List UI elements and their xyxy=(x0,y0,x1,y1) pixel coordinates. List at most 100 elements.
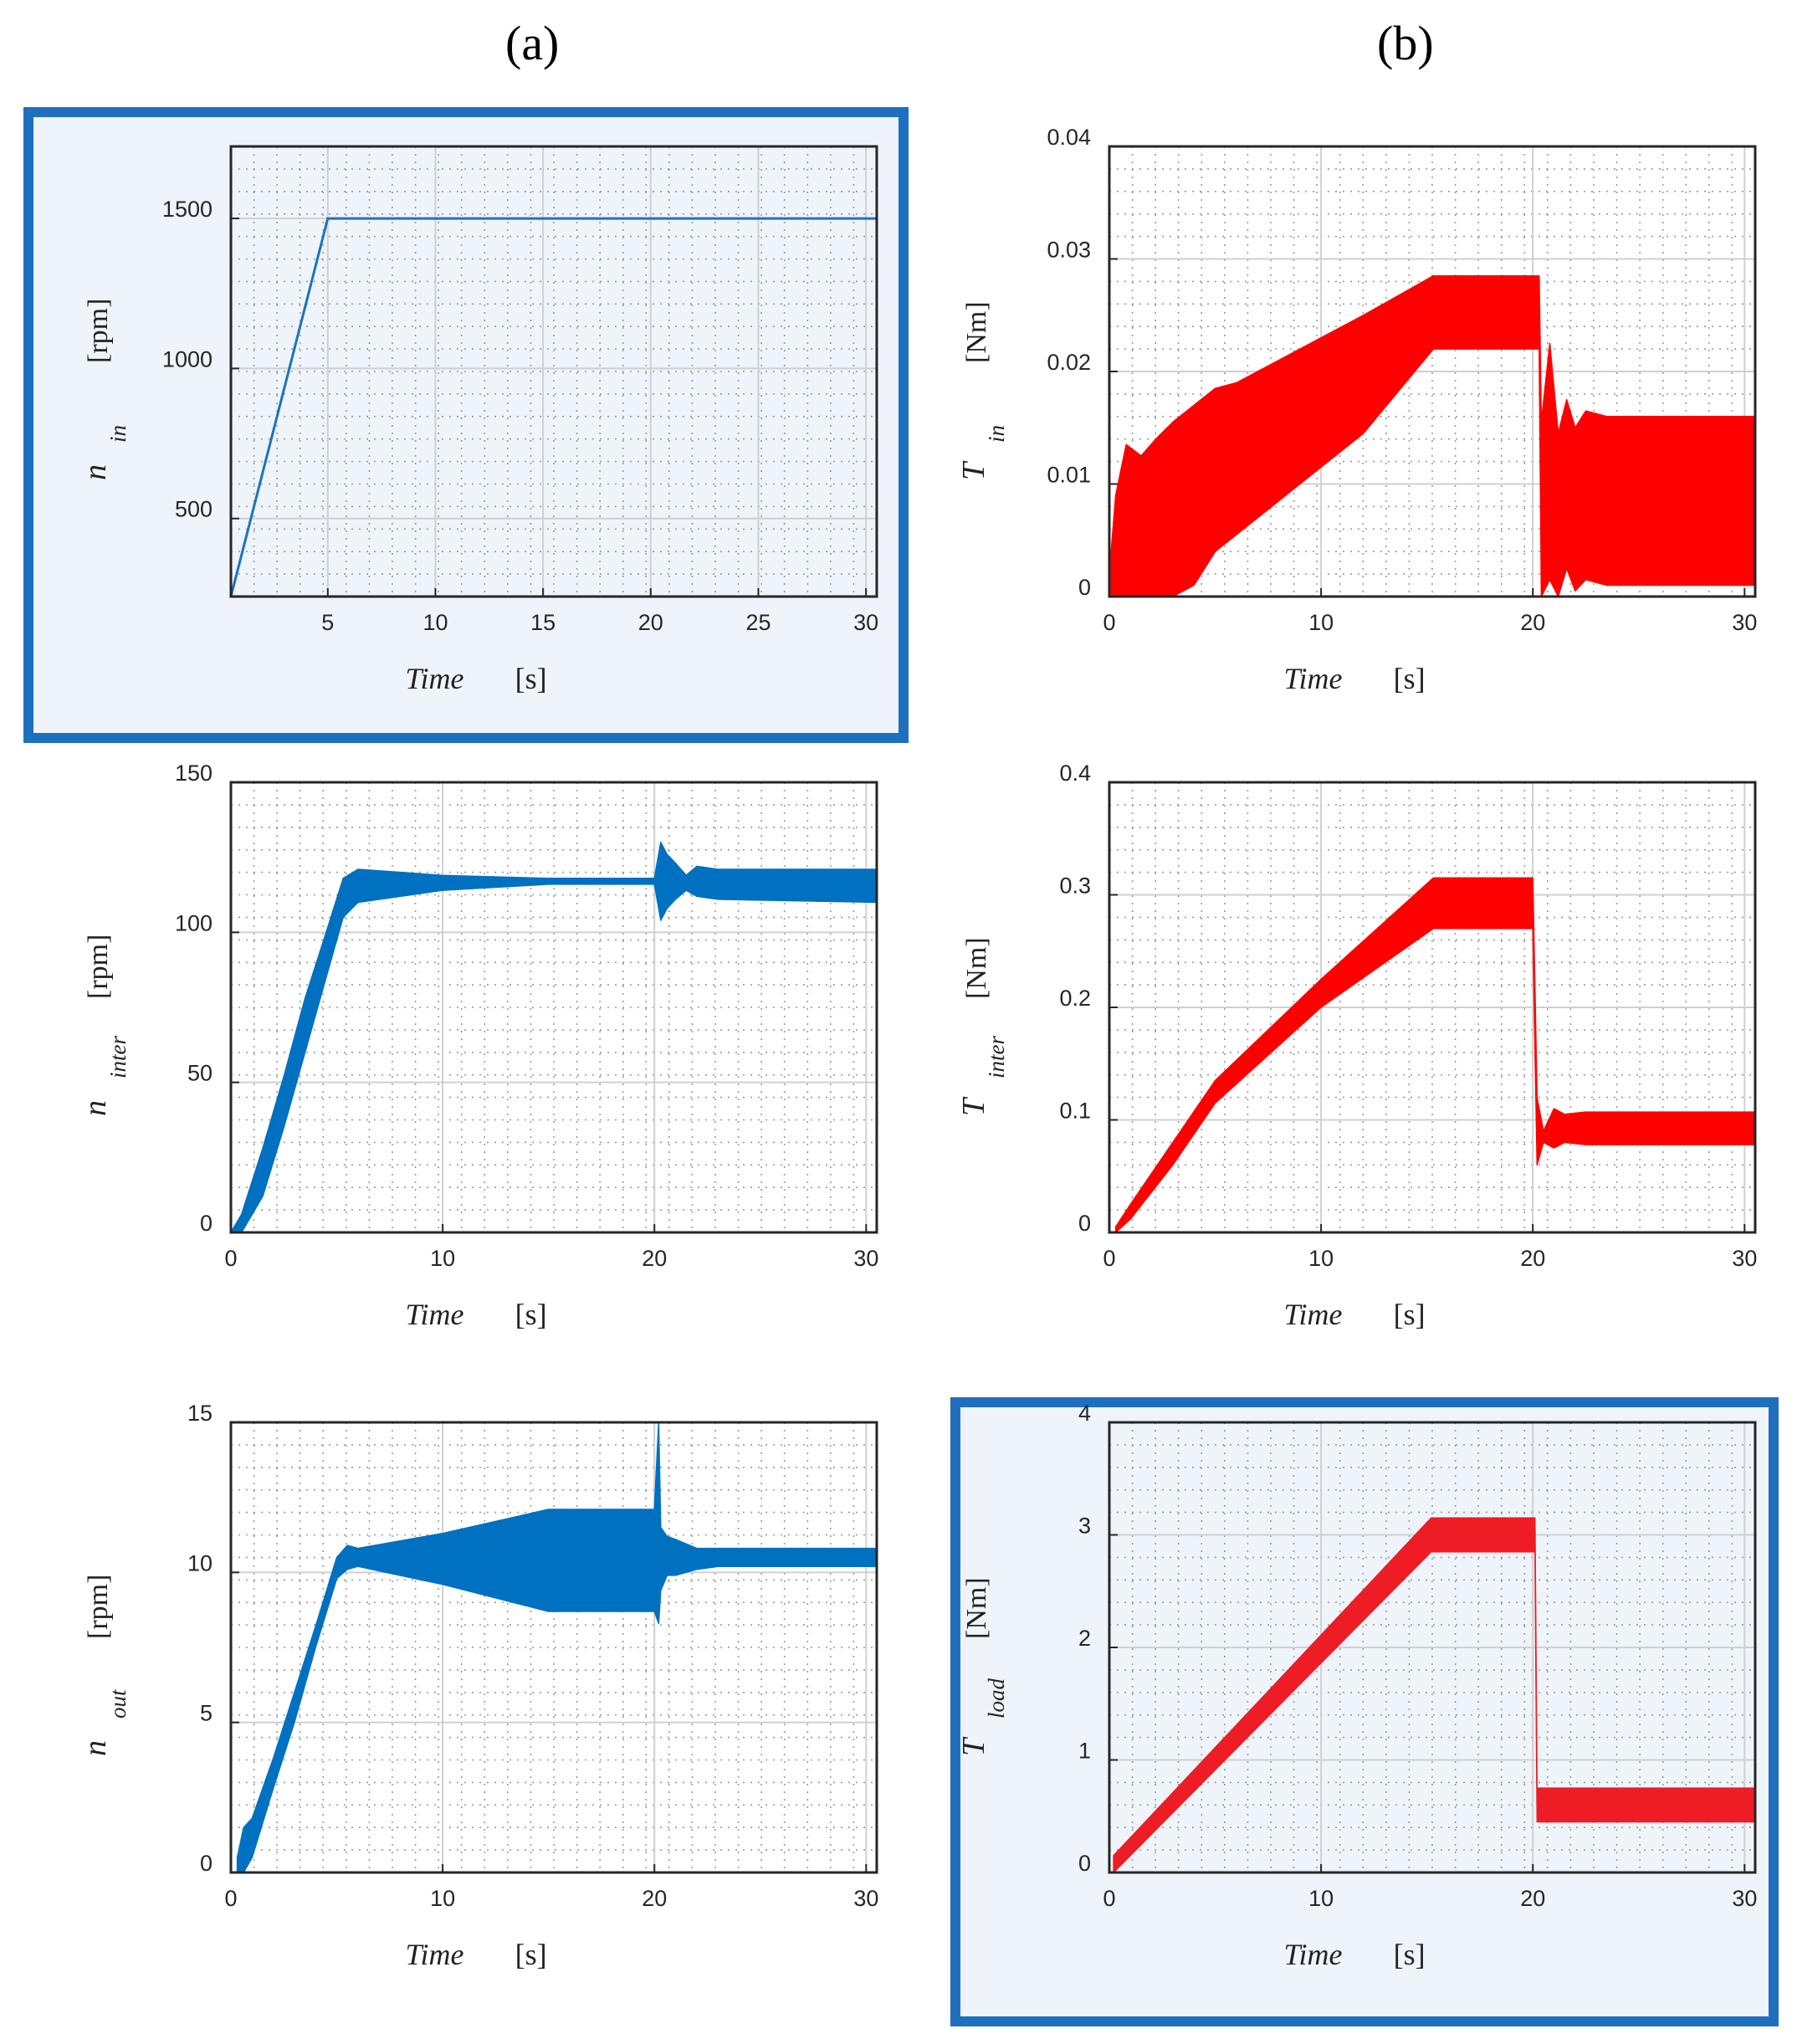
x-tick-label: 20 xyxy=(1520,610,1545,635)
x-tick-label: 10 xyxy=(1308,1246,1334,1271)
x-tick-label: 0 xyxy=(224,1246,237,1271)
plot-frame xyxy=(229,781,878,1234)
y-axis-unit: [rpm] xyxy=(83,935,114,999)
x-tick-label: 0 xyxy=(1103,1246,1115,1271)
x-tick-label: 0 xyxy=(1103,1886,1115,1911)
chart-svg: 5 10 15 20 25 30 500 1000 1500 Time [s] n in [rpm] xyxy=(78,145,878,695)
y-tick-label: 0 xyxy=(200,1211,212,1236)
x-tick-label: 30 xyxy=(853,610,878,635)
x-tick-label: 30 xyxy=(853,1246,878,1271)
y-tick-label: 150 xyxy=(175,761,212,786)
x-tick-label: 0 xyxy=(1103,610,1115,635)
y-tick-label: 1500 xyxy=(162,197,212,222)
x-tick-label: 15 xyxy=(530,610,555,635)
y-tick-label: 0 xyxy=(200,1851,212,1876)
x-tick-label: 25 xyxy=(745,610,771,635)
y-tick-label: 0.4 xyxy=(1059,761,1091,786)
x-axis-label: Time xyxy=(1283,662,1342,695)
y-tick-label: 0.2 xyxy=(1059,986,1091,1011)
y-axis-unit: [rpm] xyxy=(83,1575,114,1639)
y-tick-label: 0 xyxy=(1078,575,1091,600)
x-tick-label: 20 xyxy=(1520,1886,1545,1911)
y-axis-subscript: inter xyxy=(984,1036,1009,1078)
x-axis-label: Time xyxy=(405,1938,463,1971)
x-tick-label: 10 xyxy=(1308,610,1334,635)
chart-svg: 0 10 20 30 0 0.01 0.02 0.03 0.04 Time [s] Tin [Nm] xyxy=(956,125,1757,695)
y-tick-label: 0 xyxy=(1078,1851,1091,1876)
x-axis-label: Time xyxy=(405,1298,463,1331)
x-tick-label: 20 xyxy=(1520,1246,1545,1271)
chart-n-inter: 0 10 20 30 0 50 100 150 Time [s] n inter [rpm] xyxy=(33,753,887,1372)
x-axis-unit: [s] xyxy=(1394,1298,1426,1331)
y-tick-label: 0.03 xyxy=(1047,238,1091,263)
x-axis-unit: [s] xyxy=(515,1938,547,1971)
plot-frame xyxy=(229,1421,878,1874)
y-tick-label: 3 xyxy=(1078,1514,1091,1539)
y-tick-label: 50 xyxy=(187,1061,212,1086)
x-axis-label: Time xyxy=(1283,1938,1342,1971)
plot-area xyxy=(231,782,877,1232)
y-axis-unit: [Nm] xyxy=(961,937,992,999)
series-line xyxy=(229,217,877,597)
plot-area xyxy=(231,146,877,597)
y-axis-subscript: out xyxy=(105,1688,131,1719)
x-tick-label: 10 xyxy=(1308,1886,1334,1911)
y-axis-subscript: in xyxy=(984,425,1009,443)
y-axis-unit: [Nm] xyxy=(961,1577,992,1639)
chart-n-out: 0 10 20 30 0 5 10 15 Time [s] n out [rpm] xyxy=(33,1393,887,2012)
x-tick-label: 30 xyxy=(1732,1886,1757,1911)
chart-n-in: 5 10 15 20 25 30 500 1000 1500 Time [s] n in [rpm] xyxy=(33,117,887,736)
x-tick-label: 5 xyxy=(321,610,334,635)
y-tick-label: 10 xyxy=(187,1550,212,1575)
x-tick-label: 30 xyxy=(1732,1246,1757,1271)
y-axis-unit: [rpm] xyxy=(83,299,114,363)
y-axis-label: n in [rpm] xyxy=(78,299,131,480)
y-tick-label: 1 xyxy=(1078,1739,1091,1764)
x-axis-unit: [s] xyxy=(515,1298,547,1331)
y-axis-label: n out [rpm] xyxy=(78,1575,131,1756)
x-tick-label: 30 xyxy=(1732,610,1757,635)
y-tick-label: 0.02 xyxy=(1047,350,1091,375)
x-tick-label: 10 xyxy=(422,610,448,635)
y-tick-label: 0.04 xyxy=(1047,125,1091,150)
y-axis-subscript: load xyxy=(984,1678,1009,1719)
column-label-a: (a) xyxy=(505,16,560,70)
y-axis-symbol: T xyxy=(956,1736,991,1756)
y-tick-label: 5 xyxy=(200,1701,212,1726)
y-axis-subscript: in xyxy=(105,425,131,443)
chart-svg: 0 10 20 30 0 5 10 15 Time [s] n out [rpm] xyxy=(78,1401,878,1971)
y-tick-label: 2 xyxy=(1078,1626,1091,1651)
y-axis-symbol: T xyxy=(956,1096,991,1116)
y-tick-label: 0.1 xyxy=(1059,1099,1091,1124)
x-tick-label: 0 xyxy=(224,1886,237,1911)
column-label-b: (b) xyxy=(1377,16,1434,70)
x-axis-unit: [s] xyxy=(1394,1938,1426,1971)
y-tick-label: 1000 xyxy=(162,346,212,371)
x-axis-unit: [s] xyxy=(515,662,547,695)
y-axis-symbol: T xyxy=(956,460,991,480)
y-axis-symbol: n xyxy=(78,1740,113,1756)
x-tick-label: 20 xyxy=(638,610,663,635)
y-tick-label: 0.3 xyxy=(1059,873,1091,899)
y-tick-label: 15 xyxy=(187,1401,212,1426)
y-axis-symbol: n xyxy=(78,1100,113,1116)
plot-frame xyxy=(229,145,878,598)
x-axis-label: Time xyxy=(1283,1298,1342,1331)
y-axis-unit: [Nm] xyxy=(961,301,992,363)
y-axis-label: Tin [Nm] xyxy=(956,301,1009,480)
y-tick-label: 500 xyxy=(175,497,212,522)
plot-area xyxy=(231,1422,877,1872)
x-tick-label: 20 xyxy=(642,1886,667,1911)
y-tick-label: 0 xyxy=(1078,1211,1091,1236)
x-tick-label: 30 xyxy=(853,1886,878,1911)
chart-svg: 0 10 20 30 0 50 100 150 Time [s] n inter [rpm] xyxy=(78,761,878,1331)
y-axis-subscript: inter xyxy=(105,1036,131,1078)
x-axis-unit: [s] xyxy=(1394,662,1426,695)
x-tick-label: 10 xyxy=(430,1886,455,1911)
